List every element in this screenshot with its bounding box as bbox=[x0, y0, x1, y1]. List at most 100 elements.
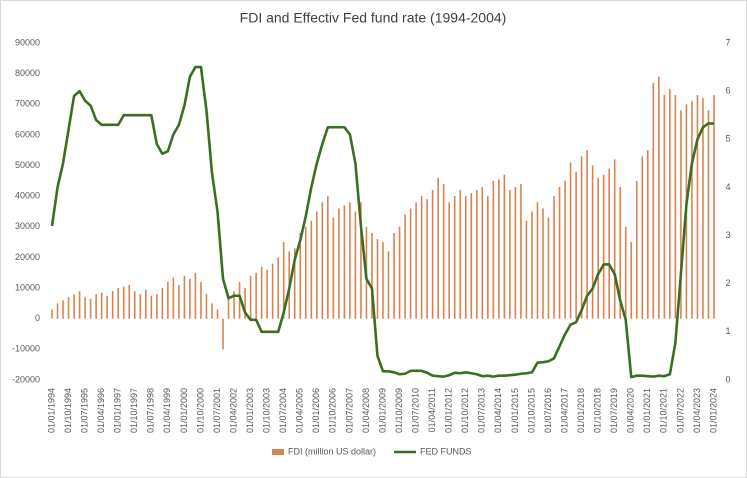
bar bbox=[409, 208, 412, 319]
bar bbox=[78, 291, 81, 319]
x-tick-label: 01/10/2006 bbox=[328, 388, 338, 433]
bar bbox=[658, 76, 660, 319]
x-tick-label: 01/07/2010 bbox=[410, 388, 420, 433]
bar bbox=[156, 294, 158, 319]
x-tick-label: 01/07/2013 bbox=[477, 388, 487, 433]
bar bbox=[144, 289, 147, 319]
bar bbox=[95, 294, 97, 319]
bar bbox=[558, 186, 561, 319]
bar bbox=[128, 285, 131, 319]
y-tick-label: -20000 bbox=[12, 374, 40, 384]
x-tick-label: 01/10/2000 bbox=[195, 388, 205, 433]
bar bbox=[514, 186, 517, 319]
bar bbox=[73, 294, 75, 319]
bar bbox=[575, 171, 577, 319]
x-tick-label: 01/07/2016 bbox=[543, 388, 553, 433]
bar bbox=[387, 251, 390, 319]
y-tick-label: 50000 bbox=[15, 160, 40, 170]
x-tick-label: 01/10/1997 bbox=[129, 388, 139, 433]
y2-tick-label: 6 bbox=[725, 86, 730, 96]
bar bbox=[277, 257, 279, 319]
bar bbox=[680, 110, 682, 319]
x-tick-label: 01/04/2008 bbox=[361, 388, 371, 433]
bar bbox=[238, 281, 241, 319]
bar bbox=[371, 232, 373, 319]
bar bbox=[520, 183, 522, 319]
bar bbox=[62, 300, 64, 319]
bar bbox=[249, 275, 252, 319]
bar bbox=[453, 196, 456, 319]
bar bbox=[564, 180, 566, 319]
bar bbox=[398, 226, 401, 319]
bar bbox=[51, 309, 53, 319]
bar bbox=[260, 266, 263, 319]
y2-tick-label: 2 bbox=[725, 278, 730, 288]
line bbox=[50, 65, 714, 379]
bar bbox=[498, 179, 500, 319]
bar bbox=[299, 232, 302, 319]
bar bbox=[117, 288, 119, 319]
bar bbox=[442, 183, 445, 319]
y2-tick-label: 4 bbox=[725, 182, 730, 192]
bar bbox=[216, 309, 219, 319]
y-tick-label: 40000 bbox=[15, 191, 40, 201]
bar bbox=[106, 295, 108, 319]
y2-tick-label: 5 bbox=[725, 134, 730, 144]
bar bbox=[580, 156, 583, 319]
bar bbox=[547, 217, 550, 319]
y2-tick-label: 1 bbox=[725, 326, 730, 336]
x-tick-label: 01/10/2003 bbox=[262, 388, 272, 433]
bar bbox=[536, 202, 539, 319]
bar bbox=[707, 110, 710, 319]
bar bbox=[475, 190, 478, 319]
x-tick-label: 01/01/1997 bbox=[113, 388, 123, 433]
bar bbox=[271, 263, 274, 319]
bar bbox=[602, 174, 605, 319]
y-tick-label: 10000 bbox=[15, 282, 40, 292]
bar bbox=[178, 285, 180, 319]
x-tick-label: 01/04/2014 bbox=[493, 388, 503, 433]
bar bbox=[332, 217, 335, 319]
x-tick-label: 01/01/2018 bbox=[576, 388, 586, 433]
bar bbox=[205, 294, 208, 319]
bar bbox=[553, 196, 555, 319]
bar bbox=[426, 199, 428, 319]
x-tick-label: 01/10/2015 bbox=[526, 388, 536, 433]
bar bbox=[310, 220, 313, 319]
bar bbox=[503, 174, 506, 319]
bar bbox=[222, 318, 224, 350]
chart-title: FDI and Effectiv Fed fund rate (1994-200… bbox=[240, 10, 507, 26]
x-tick-label: 01/10/2021 bbox=[659, 388, 669, 433]
bar bbox=[608, 168, 610, 319]
x-tick-label: 01/01/2000 bbox=[179, 388, 189, 433]
bar bbox=[150, 295, 153, 319]
bar bbox=[487, 196, 489, 319]
bar bbox=[586, 150, 588, 319]
x-tick-label: 01/10/2009 bbox=[394, 388, 404, 433]
x-tick-label: 01/01/2021 bbox=[642, 388, 652, 433]
bar bbox=[663, 95, 666, 319]
bar bbox=[338, 208, 340, 319]
x-tick-label: 01/01/2003 bbox=[245, 388, 255, 433]
bar bbox=[569, 162, 572, 319]
x-tick-label: 01/04/2002 bbox=[228, 388, 238, 433]
bar bbox=[531, 211, 533, 319]
y-tick-label: 60000 bbox=[15, 129, 40, 139]
bar bbox=[420, 196, 423, 319]
bar bbox=[630, 242, 633, 319]
bar bbox=[233, 291, 235, 319]
x-tick-label: 01/04/1999 bbox=[162, 388, 172, 433]
bar bbox=[194, 272, 197, 319]
bar bbox=[321, 202, 324, 319]
y2-tick-label: 3 bbox=[725, 230, 730, 240]
x-tick-label: 01/07/2019 bbox=[609, 388, 619, 433]
bar bbox=[481, 186, 484, 319]
y-tick-label: -10000 bbox=[12, 344, 40, 354]
bar bbox=[597, 177, 599, 319]
x-tick-label: 01/07/2007 bbox=[344, 388, 354, 433]
bar bbox=[189, 278, 191, 319]
x-tick-label: 01/01/2012 bbox=[444, 388, 454, 433]
bar bbox=[89, 298, 92, 319]
bar bbox=[542, 208, 544, 319]
x-tick-label: 01/04/1996 bbox=[96, 388, 106, 433]
